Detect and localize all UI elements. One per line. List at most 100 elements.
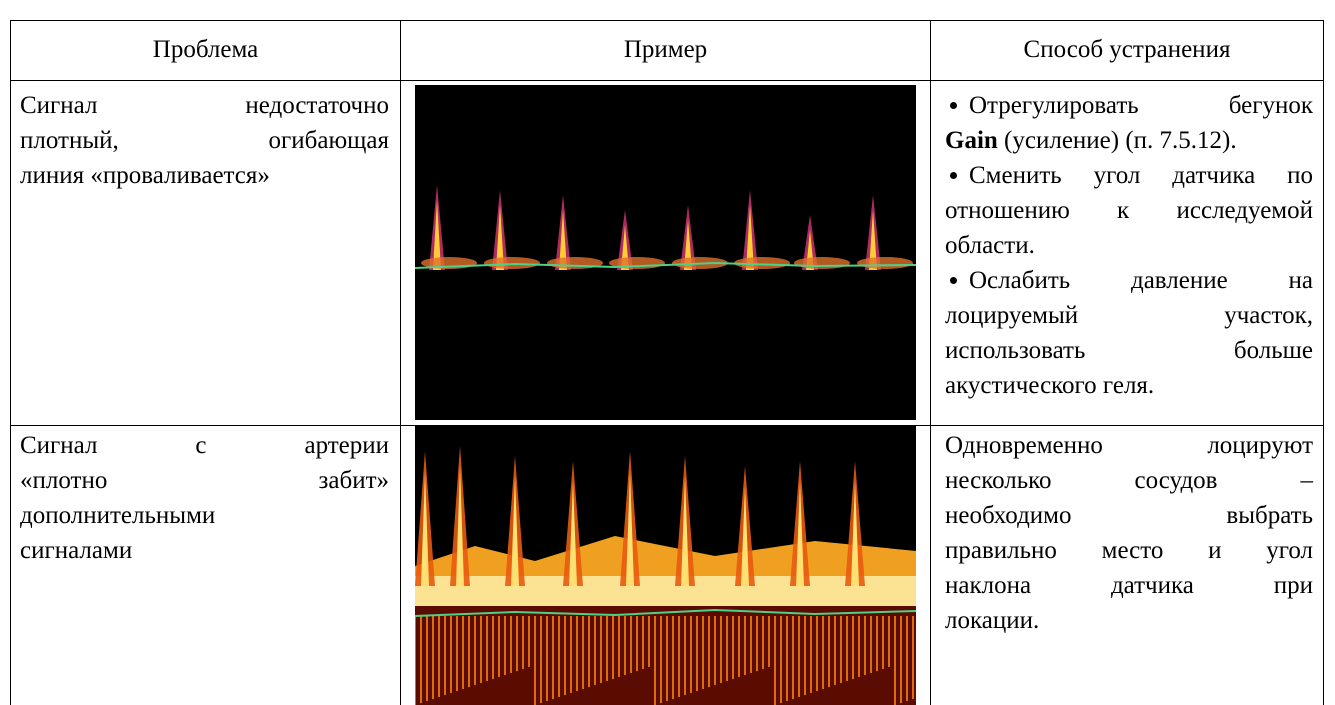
- image-detail: [626, 471, 634, 586]
- image-detail: [851, 481, 859, 586]
- text: сигналами: [20, 537, 133, 564]
- image-detail: [456, 466, 464, 586]
- text-line: Ослабить давление на: [945, 263, 1313, 298]
- text: акустического геля.: [945, 372, 1155, 399]
- text-line: необходимо выбрать: [945, 498, 1313, 533]
- text-line: использовать больше: [945, 333, 1313, 368]
- image-detail: [559, 210, 567, 270]
- image-detail: [415, 608, 916, 617]
- text: отношению к исследуемой: [945, 197, 1313, 224]
- problem-cell: Сигнал с артерии «плотно забит» дополнител…: [20, 428, 389, 568]
- text: «плотно: [20, 467, 108, 494]
- text: огибающая: [268, 127, 389, 154]
- paragraph: Отрегулировать бегунок Gain (усиление) (п…: [945, 88, 1313, 158]
- text-line: Сменить угол датчика по: [945, 158, 1313, 193]
- border: [400, 20, 401, 705]
- text: –: [1300, 467, 1314, 494]
- border: [930, 20, 931, 705]
- text: лоцируют: [1207, 432, 1313, 459]
- text-line: Сигнал недостаточно: [20, 88, 389, 123]
- text: линия «проваливается»: [20, 162, 270, 189]
- image-detail: [857, 257, 913, 269]
- text: использовать: [945, 337, 1086, 364]
- text: локации.: [945, 607, 1040, 634]
- text: Сигнал: [20, 92, 98, 119]
- border: [10, 425, 1324, 426]
- text: правильно место и угол: [945, 537, 1313, 564]
- text: Одновременно: [945, 432, 1103, 459]
- text-line: «плотно забит»: [20, 463, 389, 498]
- paragraph: Сменить угол датчика по отношению к иссле…: [945, 158, 1313, 263]
- text: датчика: [1110, 572, 1194, 599]
- doppler-image: [415, 85, 916, 420]
- text: Сигнал: [20, 432, 98, 459]
- text-line: дополнительными: [20, 498, 389, 533]
- image-detail: [796, 481, 804, 586]
- text-line: локации.: [945, 603, 1313, 638]
- solution-cell: Отрегулировать бегунок Gain (усиление) (п…: [945, 88, 1313, 403]
- text: необходимо: [945, 502, 1072, 529]
- text-line: области.: [945, 228, 1313, 263]
- text: давление: [1130, 267, 1228, 294]
- image-detail: [681, 476, 689, 586]
- bold-text: Gain: [945, 127, 998, 154]
- border: [10, 80, 1324, 81]
- text-line: акустического геля.: [945, 368, 1313, 403]
- text: при: [1273, 572, 1314, 599]
- text: выбрать: [1226, 502, 1313, 529]
- image-detail: [869, 210, 877, 270]
- text: несколько: [945, 467, 1052, 494]
- text: больше: [1233, 337, 1313, 364]
- text-line: Сигнал с артерии: [20, 428, 389, 463]
- text: лоцируемый: [945, 302, 1079, 329]
- text: плотный,: [20, 127, 119, 154]
- border: [10, 20, 1324, 21]
- header-cell: Проблема: [152, 36, 259, 63]
- text: наклона: [945, 572, 1032, 599]
- text: бегунок: [1228, 92, 1313, 119]
- text: на: [1288, 267, 1314, 294]
- paragraph: Ослабить давление на лоцируемый участок, и…: [945, 263, 1313, 403]
- text: области.: [945, 232, 1035, 259]
- text: Ослабить: [969, 267, 1071, 294]
- solution-cell: Одновременно лоцируют несколько сосудов –…: [945, 428, 1313, 638]
- text-line: Отрегулировать бегунок: [945, 88, 1313, 123]
- text-line: сигналами: [20, 533, 389, 568]
- image-detail: [484, 257, 540, 269]
- image-detail: [415, 261, 916, 269]
- image-detail: [741, 486, 749, 586]
- header-cell: Способ устранения: [1023, 36, 1231, 63]
- image-detail: [421, 471, 429, 586]
- image-detail: [496, 205, 504, 270]
- problem-cell: Сигнал недостаточно плотный, огибающая лин…: [20, 88, 389, 193]
- text-line: линия «проваливается»: [20, 158, 389, 193]
- image-detail: [433, 200, 441, 270]
- text-line: наклона датчика при: [945, 568, 1313, 603]
- doppler-image: [415, 426, 916, 705]
- text: Сменить угол датчика по: [969, 162, 1313, 189]
- bullet: [950, 276, 957, 284]
- image-detail: [746, 205, 754, 270]
- text: забит»: [318, 467, 390, 494]
- text-line: лоцируемый участок,: [945, 298, 1313, 333]
- text: дополнительными: [20, 502, 216, 529]
- paragraph: Одновременно лоцируют несколько сосудов –…: [945, 428, 1313, 638]
- text-line: плотный, огибающая: [20, 123, 389, 158]
- text: (усиление) (п. 7.5.12).: [997, 127, 1237, 154]
- text: артерии: [304, 432, 390, 459]
- text-line: правильно место и угол: [945, 533, 1313, 568]
- image-detail: [734, 257, 790, 269]
- text: участок,: [1224, 302, 1313, 329]
- header-cell: Пример: [623, 36, 708, 63]
- text-line: отношению к исследуемой: [945, 193, 1313, 228]
- text: недостаточно: [245, 92, 389, 119]
- text-line: несколько сосудов –: [945, 463, 1313, 498]
- text: сосудов: [1134, 467, 1218, 494]
- bullet: [950, 171, 957, 179]
- image-detail: [511, 476, 519, 586]
- border: [1323, 20, 1324, 705]
- image-detail: [794, 257, 850, 269]
- text-line: Одновременно лоцируют: [945, 428, 1313, 463]
- image-detail: [569, 481, 577, 586]
